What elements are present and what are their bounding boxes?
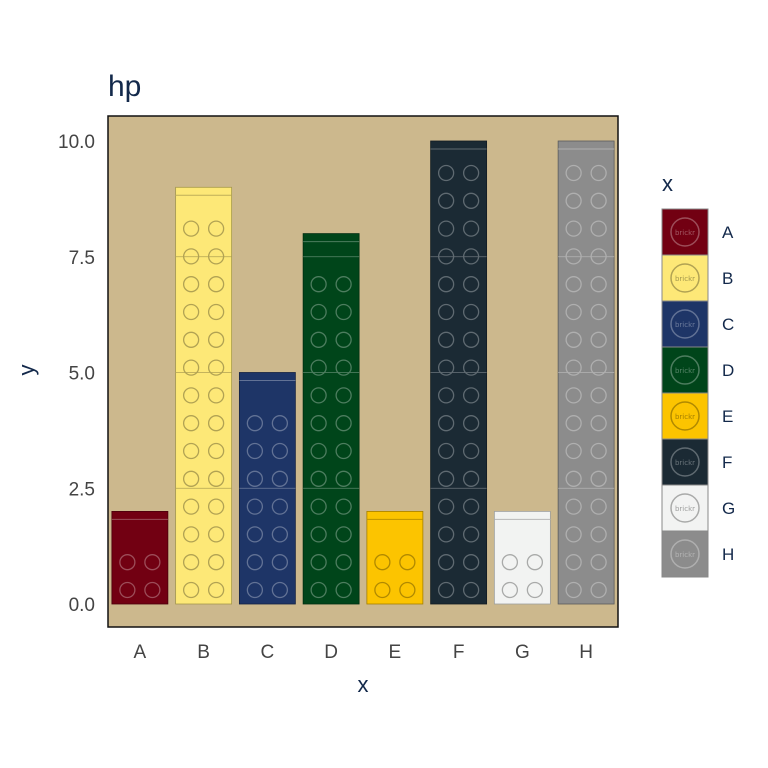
y-tick-label: 2.5	[69, 479, 95, 500]
legend-swatch	[661, 484, 709, 532]
legend-label: B	[722, 269, 733, 288]
chart-title: hp	[108, 70, 141, 103]
bar-C	[238, 372, 296, 605]
bar-D	[302, 233, 360, 605]
legend-item-G: brickr G	[661, 484, 735, 532]
legend-swatch	[661, 346, 709, 394]
legend-label: G	[722, 499, 735, 518]
legend-stamp: brickr	[675, 459, 695, 467]
plot-area: 0.0 2.5 5.0 7.5 10.0 A B C D E F G H	[58, 115, 619, 663]
bar-G	[493, 510, 551, 605]
y-tick-label: 0.0	[69, 595, 95, 616]
stud-icon	[670, 217, 700, 247]
bar-A	[111, 510, 169, 605]
x-tick-label: D	[324, 642, 338, 663]
x-axis-label: x	[358, 672, 369, 697]
legend-stamp: brickr	[675, 367, 695, 375]
stud-icon	[670, 309, 700, 339]
stud-icon	[670, 493, 700, 523]
legend-item-E: brickr E	[661, 392, 733, 440]
legend-swatch	[661, 300, 709, 348]
bar-B	[175, 186, 233, 605]
legend-label: E	[722, 407, 733, 426]
legend-item-F: brickr F	[661, 438, 732, 486]
legend-item-H: brickr H	[661, 530, 734, 578]
y-tick-label: 5.0	[69, 364, 95, 385]
legend-item-D: brickr D	[661, 346, 734, 394]
legend-label: D	[722, 361, 734, 380]
legend-label: A	[722, 223, 734, 242]
legend-stamp: brickr	[675, 229, 695, 237]
legend-item-A: brickr A	[661, 208, 734, 256]
stud-icon	[670, 355, 700, 385]
legend-label: C	[722, 315, 734, 334]
legend-title: x	[662, 171, 673, 196]
x-tick-label: B	[197, 642, 210, 663]
x-tick-label: G	[515, 642, 530, 663]
stud-icon	[670, 401, 700, 431]
legend-stamp: brickr	[675, 321, 695, 329]
y-axis-label: y	[14, 365, 39, 376]
y-tick-label: 7.5	[69, 248, 95, 269]
stud-icon	[670, 447, 700, 477]
bar-H	[557, 140, 615, 605]
legend-item-B: brickr B	[661, 254, 733, 302]
stud-icon	[670, 539, 700, 569]
x-tick-label: E	[389, 642, 402, 663]
legend-label: H	[722, 545, 734, 564]
legend-label: F	[722, 453, 732, 472]
legend-stamp: brickr	[675, 413, 695, 421]
legend-swatch	[661, 392, 709, 440]
x-tick-label: C	[261, 642, 275, 663]
legend-stamp: brickr	[675, 505, 695, 513]
y-tick-label: 10.0	[58, 132, 95, 153]
stud-icon	[670, 263, 700, 293]
legend-swatch	[661, 530, 709, 578]
legend-stamp: brickr	[675, 275, 695, 283]
legend-stamp: brickr	[675, 551, 695, 559]
x-tick-label: A	[134, 642, 147, 663]
x-tick-label: H	[579, 642, 593, 663]
bar-F	[430, 140, 488, 605]
legend-item-C: brickr C	[661, 300, 734, 348]
legend-swatch	[661, 208, 709, 256]
x-tick-label: F	[453, 642, 465, 663]
bar-E	[366, 510, 424, 605]
legend-swatch	[661, 254, 709, 302]
